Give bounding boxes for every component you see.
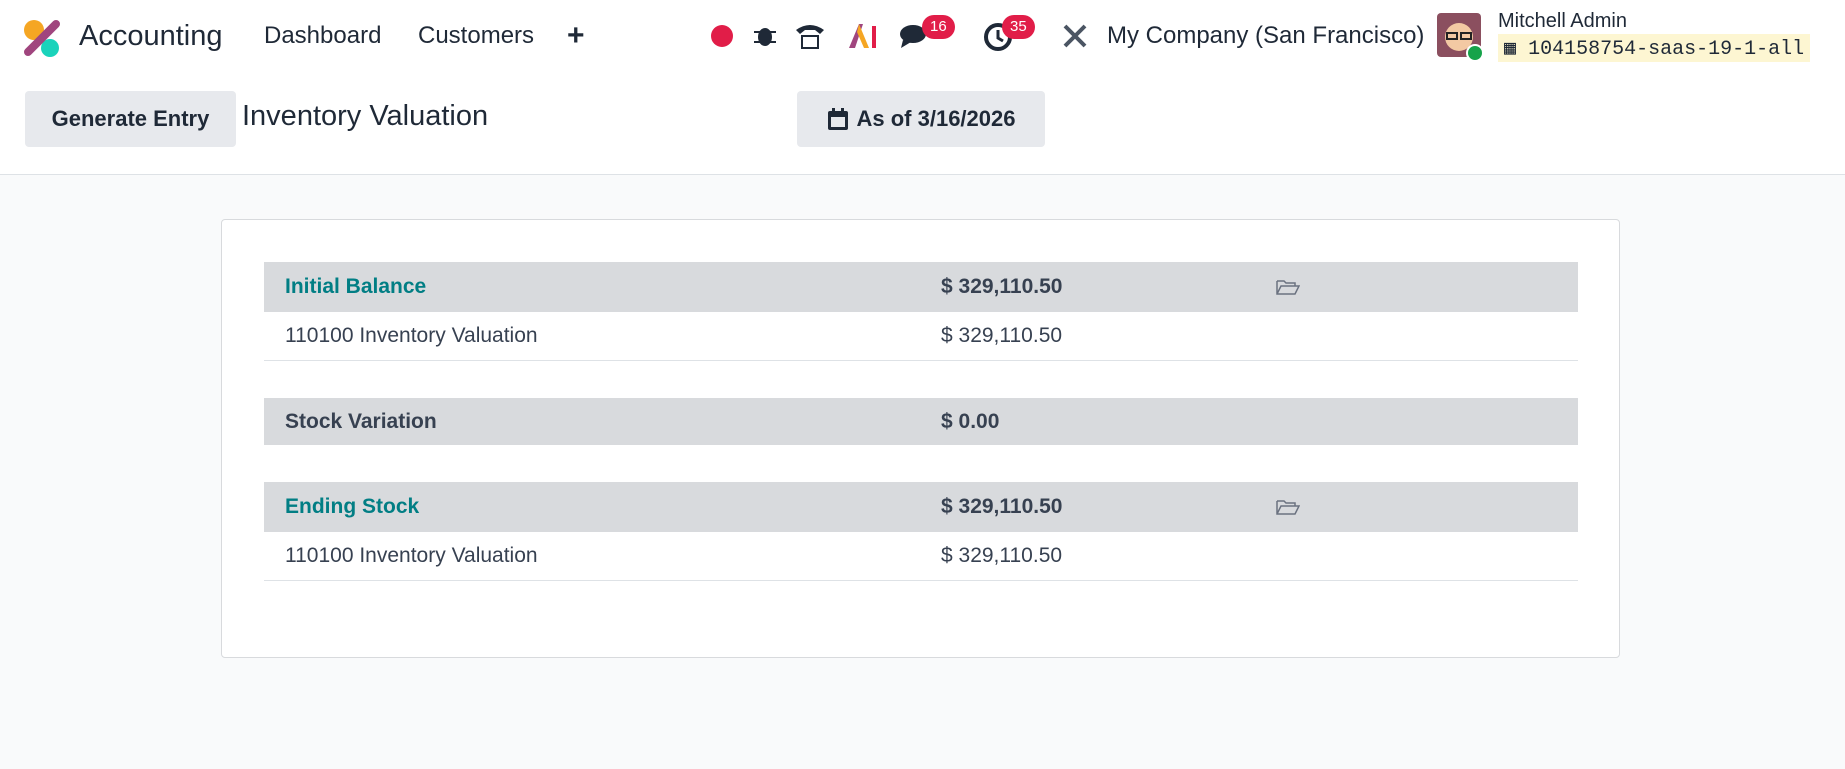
- section-header: Initial Balance $ 329,110.50: [264, 262, 1578, 312]
- section-header: Ending Stock $ 329,110.50: [264, 482, 1578, 532]
- generate-entry-button[interactable]: Generate Entry: [25, 91, 236, 147]
- section-amount: $ 329,110.50: [941, 495, 1063, 518]
- messages-badge: 16: [922, 15, 955, 39]
- record-icon[interactable]: [710, 24, 734, 48]
- activities-badge: 35: [1002, 15, 1035, 39]
- new-button[interactable]: +: [567, 19, 585, 52]
- calendar-icon: [827, 108, 848, 130]
- database-icon: ▦: [1504, 38, 1517, 61]
- header: Accounting Dashboard Customers + 16 35 M…: [0, 0, 1845, 175]
- app-name[interactable]: Accounting: [79, 20, 223, 52]
- line-amount: $ 329,110.50: [941, 544, 1063, 567]
- debug-icon[interactable]: [752, 22, 778, 48]
- section-title[interactable]: Ending Stock: [285, 495, 420, 518]
- phone-icon[interactable]: [793, 20, 827, 52]
- line-label: 110100 Inventory Valuation: [285, 324, 538, 347]
- section-amount: $ 0.00: [941, 409, 1000, 433]
- date-filter-text: As of 3/16/2026: [856, 106, 1016, 131]
- menu-item[interactable]: Dashboard: [264, 22, 382, 49]
- user-name[interactable]: Mitchell Admin: [1498, 10, 1627, 32]
- settings-icon[interactable]: [1062, 23, 1088, 49]
- line-amount: $ 329,110.50: [941, 324, 1063, 347]
- database-text: 104158754-saas-19-1-all: [1528, 38, 1805, 61]
- page-title: Inventory Valuation: [242, 100, 489, 132]
- report-card: Initial Balance $ 329,110.50 110100 Invent…: [221, 219, 1620, 658]
- section-title[interactable]: Initial Balance: [285, 275, 427, 298]
- database-name: ▦ 104158754-saas-19-1-all: [1498, 34, 1811, 62]
- app-logo: [24, 20, 60, 57]
- messages-icon[interactable]: [899, 22, 931, 50]
- date-filter[interactable]: As of 3/16/2026: [797, 91, 1045, 147]
- ai-icon[interactable]: [847, 22, 879, 50]
- line-label: 110100 Inventory Valuation: [285, 544, 538, 567]
- report-line: 110100 Inventory Valuation $ 329,110.50: [264, 312, 1578, 361]
- section-header: Stock Variation $ 0.00: [264, 398, 1578, 445]
- section-title: Stock Variation: [285, 409, 437, 433]
- folder-icon[interactable]: [1276, 498, 1300, 516]
- user-avatar[interactable]: [1437, 13, 1485, 61]
- company-switcher[interactable]: My Company (San Francisco): [1107, 22, 1425, 49]
- section-amount: $ 329,110.50: [941, 275, 1063, 298]
- report-line: 110100 Inventory Valuation $ 329,110.50: [264, 532, 1578, 581]
- menu-item[interactable]: Customers: [418, 22, 535, 49]
- folder-icon[interactable]: [1276, 278, 1300, 296]
